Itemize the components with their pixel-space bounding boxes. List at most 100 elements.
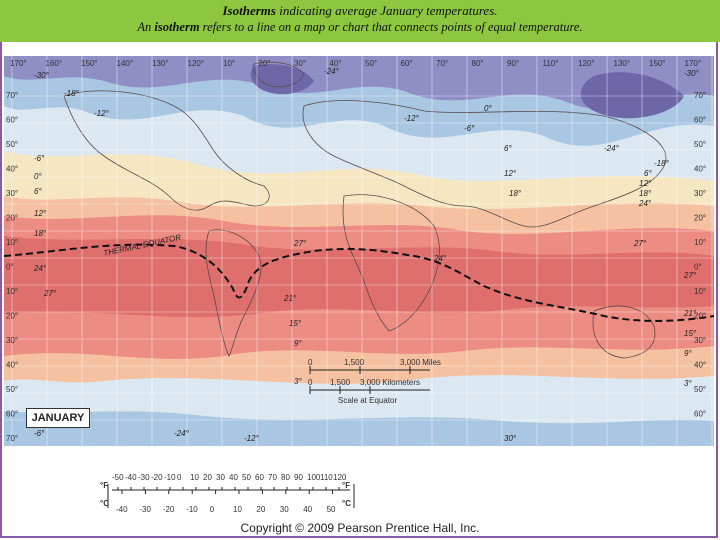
isotherm-label: 6°: [644, 169, 652, 178]
scale-note: Scale at Equator: [338, 396, 397, 405]
celsius-unit-left: °C: [100, 499, 109, 508]
latitude-label-left: 40°: [6, 361, 18, 370]
isotherm-label: -24°: [174, 429, 190, 438]
isotherm-label: 27°: [683, 271, 697, 280]
latitude-label-right: 50°: [694, 385, 706, 394]
latitude-labels-left: 70° 60° 50° 40° 30° 20° 10° 0° 10° 20° 30° 40° 50° 60…: [6, 91, 18, 443]
longitude-label: 120°: [188, 59, 205, 68]
graticule: [4, 56, 714, 446]
latitude-label-right: 70°: [694, 91, 706, 100]
latitude-label-right: 40°: [694, 165, 706, 174]
latitude-label-left: 50°: [6, 140, 18, 149]
latitude-label-left: 20°: [6, 214, 18, 223]
isotherm-label: 0°: [484, 104, 492, 113]
latitude-label-left: 0°: [6, 263, 14, 272]
isotherm-label: 0°: [34, 172, 42, 181]
fahrenheit-ticks: -50 -40 -30 -20 -10 0 10 20 30 40 50 60 70 80 90 100 110…: [112, 473, 347, 490]
latitude-label-right: 50°: [694, 140, 706, 149]
celsius-tick-label: 50: [327, 505, 336, 514]
isotherm-label: 3°: [294, 377, 302, 386]
banner-term-isotherms: Isotherms: [222, 3, 276, 18]
latitude-label-right: 30°: [694, 336, 706, 345]
celsius-tick-label: -20: [163, 505, 175, 514]
isotherm-label: -12°: [94, 109, 110, 118]
fahrenheit-tick-label: 30: [216, 473, 225, 482]
fahrenheit-tick-label: 20: [203, 473, 212, 482]
australia-outline: [592, 305, 656, 359]
isotherm-label: 27°: [633, 239, 647, 248]
scale-miles-3000: 3,000 Miles: [400, 358, 441, 367]
scale-km-1500: 1,500: [330, 378, 351, 387]
latitude-label-left: 70°: [6, 91, 18, 100]
banner-term-isotherm: isotherm: [154, 20, 200, 34]
fahrenheit-unit-left: °F: [100, 481, 108, 490]
isotherm-label: 21°: [283, 294, 297, 303]
latitude-label-left: 10°: [6, 238, 18, 247]
longitude-label: 30°: [294, 59, 306, 68]
latitude-label-right: 40°: [694, 361, 706, 370]
isotherm-label: 21°: [683, 309, 697, 318]
banner-line-1-rest: indicating average January temperatures.: [275, 3, 498, 18]
isotherm-label: -30°: [34, 71, 50, 80]
thermal-equator-line: [4, 243, 714, 322]
longitude-label: 170°: [685, 59, 702, 68]
isotherm-label: 12°: [504, 169, 517, 178]
map-canvas: THERMAL EQUATOR 170° 160° 150° 140° 130° 120°…: [4, 56, 714, 446]
longitude-label: 140°: [117, 59, 134, 68]
isotherm-label: -12°: [404, 114, 420, 123]
longitude-label: 110°: [543, 59, 559, 68]
longitude-label: 90°: [507, 59, 519, 68]
isotherm-label: 9°: [684, 349, 692, 358]
title-banner: Isotherms indicating average January tem…: [0, 0, 720, 42]
latitude-label-right: 20°: [694, 312, 706, 321]
isotherm-label: 24°: [33, 264, 47, 273]
fahrenheit-tick-label: 80: [281, 473, 290, 482]
fahrenheit-tick-label: -10: [164, 473, 176, 482]
longitude-label: 150°: [649, 59, 666, 68]
latitude-label-right: 30°: [694, 189, 706, 198]
banner-line-1: Isotherms indicating average January tem…: [0, 0, 720, 19]
isotherm-map: THERMAL EQUATOR 170° 160° 150° 140° 130° 120°…: [4, 56, 714, 446]
fahrenheit-tick-label: 50: [242, 473, 251, 482]
celsius-tick-label: 10: [233, 505, 242, 514]
celsius-tick-label: -40: [116, 505, 128, 514]
isotherm-label: 12°: [34, 209, 47, 218]
slide-frame: [0, 42, 718, 538]
celsius-tick-label: 30: [280, 505, 289, 514]
longitude-label: 130°: [152, 59, 169, 68]
isotherm-label: 18°: [639, 189, 652, 198]
temperature-scale-graphic: °F °F °C °C -50 -40 -30 -20 -10 0 10 20 30 40 50 60…: [100, 473, 355, 514]
banner-line-2-pre: An: [137, 20, 155, 34]
longitude-label: 60°: [401, 59, 413, 68]
banner-line-2-rest: refers to a line on a map or chart that …: [199, 20, 583, 34]
longitude-label: 120°: [578, 59, 595, 68]
temperature-conversion-scale: °F °F °C °C -50 -40 -30 -20 -10 0 10 20 30 40 50 60…: [100, 468, 360, 516]
fahrenheit-unit-right: °F: [342, 481, 350, 490]
fahrenheit-tick-label: 110: [320, 473, 333, 482]
latitude-label-left: 50°: [6, 385, 18, 394]
longitude-label: 160°: [46, 59, 63, 68]
fahrenheit-tick-label: -50: [112, 473, 124, 482]
south-america-outline: [205, 229, 262, 357]
isotherm-label: -18°: [64, 89, 80, 98]
isotherm-label: 18°: [509, 189, 522, 198]
isotherm-label: 6°: [504, 144, 512, 153]
isotherm-label: 30°: [504, 434, 517, 443]
longitude-label: 70°: [436, 59, 448, 68]
latitude-label-right: 60°: [694, 116, 706, 125]
celsius-ticks: -40 -30 -20 -10 0 10 20 30 40 50: [116, 490, 336, 514]
latitude-label-left: 30°: [6, 336, 18, 345]
latitude-labels-right: 70° 60° 50° 40° 30° 20° 10° 0° 10° 20° 30° 40° 50° 60…: [694, 91, 706, 419]
isotherm-label: 18°: [34, 229, 47, 238]
isotherm-labels: -30° -18° -12° -6° 0° 6° 12° 18° 24° 27° -24° -12° -…: [33, 67, 700, 443]
copyright-text: Copyright © 2009 Pearson Prentice Hall, …: [240, 521, 480, 535]
isotherm-label: -12°: [244, 434, 260, 443]
longitude-label: 130°: [614, 59, 631, 68]
fahrenheit-tick-label: 100: [307, 473, 321, 482]
celsius-tick-label: 0: [210, 505, 215, 514]
celsius-tick-label: 40: [303, 505, 312, 514]
latitude-label-left: 30°: [6, 189, 18, 198]
longitude-label: 80°: [472, 59, 484, 68]
banner-line-2: An isotherm refers to a line on a map or…: [0, 19, 720, 35]
isotherm-label: -6°: [34, 154, 45, 163]
